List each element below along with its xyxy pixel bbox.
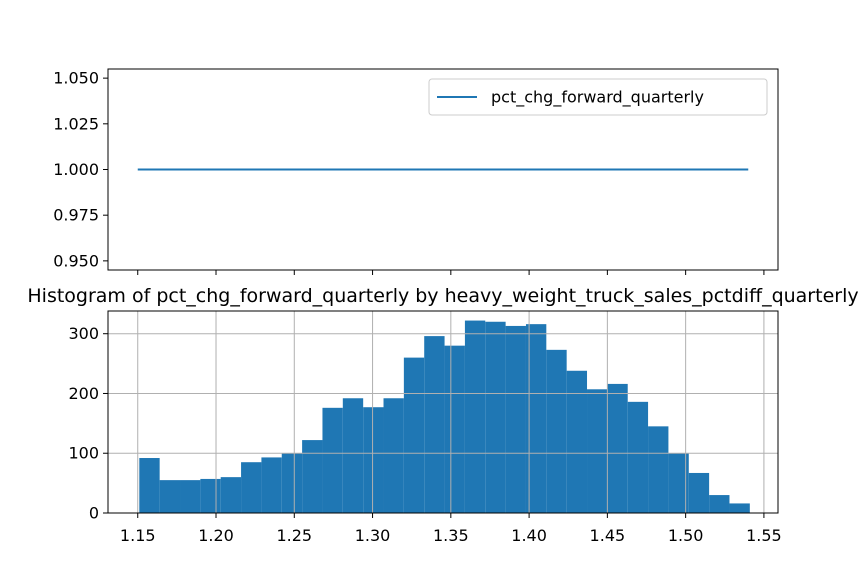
bottom-axes-frame: [107, 310, 779, 514]
histogram-bar: [363, 407, 384, 513]
histogram-bar: [668, 453, 689, 513]
bottom-x-tick-label: 1.45: [590, 526, 626, 545]
bottom-y-tick-label: 300: [68, 324, 99, 343]
bottom-y-tick-label: 200: [68, 384, 99, 403]
histogram-bar: [729, 503, 750, 513]
histogram-bar: [627, 401, 649, 513]
bottom-x-tick-label: 1.15: [120, 526, 156, 545]
bottom-x-tick-label: 1.25: [276, 526, 312, 545]
histogram-bar: [220, 477, 242, 513]
histogram-bar: [383, 398, 404, 513]
histogram-title: Histogram of pct_chg_forward_quarterly b…: [27, 285, 858, 307]
histogram-bar: [200, 478, 221, 513]
histogram-bar: [180, 480, 201, 513]
bottom-x-tick-label: 1.40: [511, 526, 547, 545]
bottom-x-tick-label: 1.20: [198, 526, 234, 545]
histogram-bar: [424, 336, 445, 513]
histogram-bar: [485, 321, 506, 513]
histogram-bar: [566, 370, 588, 513]
bottom-x-tick-label: 1.55: [746, 526, 782, 545]
histogram-bar: [688, 472, 710, 513]
top-y-tick-label: 0.950: [53, 251, 99, 270]
bottom-y-tick-label: 0: [89, 504, 99, 523]
histogram-bar: [342, 398, 364, 513]
histogram-bar: [322, 407, 343, 513]
histogram-bar: [505, 325, 526, 513]
top-y-tick-label: 1.025: [53, 114, 99, 133]
histogram-bar: [607, 383, 628, 513]
histogram-bar: [241, 462, 262, 513]
bottom-x-tick-label: 1.50: [668, 526, 704, 545]
histogram-bar: [261, 457, 282, 513]
histogram-bar: [159, 480, 181, 513]
histogram-bar: [444, 345, 465, 513]
bottom-x-tick-label: 1.35: [433, 526, 469, 545]
bottom-x-tick-label: 1.30: [355, 526, 391, 545]
top-y-tick-label: 1.000: [53, 160, 99, 179]
legend-label: pct_chg_forward_quarterly: [491, 88, 704, 108]
histogram-bar: [587, 389, 608, 513]
top-y-tick-label: 0.975: [53, 206, 99, 225]
histogram-bar: [281, 453, 303, 513]
histogram-bar: [709, 495, 730, 513]
histogram-bar: [546, 349, 567, 513]
histogram-bar: [464, 320, 486, 513]
histogram-bar: [648, 426, 669, 513]
bottom-y-tick-label: 100: [68, 444, 99, 463]
histogram-bar: [139, 458, 160, 513]
top-y-tick-label: 1.050: [53, 69, 99, 88]
histogram-bar: [525, 324, 547, 513]
histogram-bar: [403, 357, 425, 513]
histogram-bar: [302, 440, 323, 513]
legend-box: [428, 78, 768, 116]
